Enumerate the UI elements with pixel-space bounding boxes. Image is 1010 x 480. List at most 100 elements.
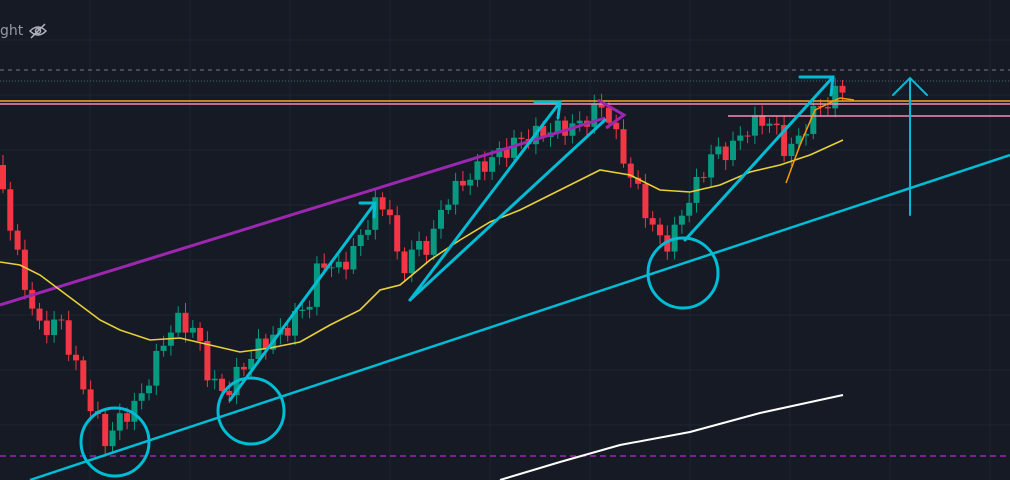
candle-body (211, 378, 218, 381)
candle-body (29, 289, 36, 309)
candle-body (737, 135, 744, 141)
candle-body (722, 146, 729, 161)
candle-body (824, 106, 831, 109)
candle-body (751, 115, 758, 136)
candle-body (664, 235, 671, 252)
candle-body (153, 350, 160, 386)
candle-body (620, 129, 627, 164)
arrow (408, 100, 562, 302)
candle-body (416, 240, 423, 250)
hide-icon[interactable] (28, 23, 48, 39)
candle-body (627, 163, 634, 178)
candle-body (591, 103, 598, 127)
candle-body (80, 360, 87, 390)
candle-body (43, 320, 50, 336)
candle-body (87, 389, 94, 412)
candle-body (401, 251, 408, 274)
candle-body (518, 137, 525, 140)
arrows (228, 75, 928, 402)
candle-body (124, 413, 131, 422)
candle-body (730, 140, 736, 161)
candle-body (686, 202, 693, 216)
candle-body (496, 148, 503, 158)
candle-body (204, 340, 211, 381)
candle-body (102, 413, 109, 447)
arrow (228, 201, 377, 402)
candle-body (131, 400, 138, 422)
candle-body (759, 115, 766, 126)
moving-average (0, 139, 844, 353)
legend-label: ght (0, 23, 24, 39)
candle-body (226, 390, 233, 396)
candle-body (489, 157, 496, 172)
candle-body (14, 230, 21, 250)
candle-body (284, 327, 291, 336)
candle-body (613, 122, 620, 130)
orange-curve (785, 97, 855, 184)
candle-body (116, 413, 123, 431)
candle-body (605, 107, 612, 123)
candle-body (365, 229, 371, 235)
candle-body (576, 120, 583, 124)
candle-body (408, 249, 415, 274)
candle-body (394, 215, 401, 252)
candle-body (357, 234, 364, 247)
candle-body (474, 161, 481, 180)
candle-body (73, 354, 79, 361)
candle-body (343, 261, 350, 270)
long-moving-average (499, 394, 844, 480)
candle-body (313, 263, 320, 307)
candle-body (540, 125, 547, 138)
candle-body (503, 148, 510, 158)
highlight-circle (216, 376, 286, 446)
candle-body (452, 180, 459, 205)
candle-body (160, 345, 167, 351)
candle-body (219, 378, 225, 391)
candle-body (700, 176, 707, 178)
arrow (892, 76, 928, 216)
candle-body (598, 103, 605, 108)
candle-body (0, 165, 6, 190)
candle-body (657, 224, 663, 236)
candle-body (642, 183, 649, 219)
candle-body (715, 146, 722, 155)
candle-body (146, 385, 152, 394)
candle-body (788, 143, 795, 157)
candle-body (189, 327, 196, 333)
candle-body (511, 137, 517, 158)
candle-body (649, 218, 656, 225)
purple-trendline (0, 116, 606, 307)
arrow (408, 118, 607, 302)
candle-body (138, 393, 145, 401)
candle-body (350, 246, 357, 270)
arrow (683, 75, 835, 242)
candle-body (803, 133, 809, 136)
candle-body (817, 105, 824, 107)
candle-body (781, 125, 788, 157)
candle-body (292, 310, 298, 336)
candle-body (832, 85, 839, 109)
candle-body (773, 123, 780, 126)
purple-arrowhead (597, 98, 627, 130)
candle-body (795, 135, 802, 144)
candle-body (635, 177, 642, 184)
candle-body (708, 154, 715, 178)
candle-body (445, 204, 452, 210)
candle-body (766, 123, 773, 126)
candle-body (554, 120, 561, 133)
candle-body (839, 85, 846, 93)
candle-body (321, 263, 328, 268)
candle-body (36, 308, 43, 321)
candle-body (386, 209, 393, 216)
candle-body (58, 319, 65, 321)
candle-body (7, 189, 14, 231)
highlight-circle (79, 406, 151, 478)
candle-body (678, 215, 685, 225)
candle-body (744, 135, 751, 137)
candle-body (175, 312, 182, 333)
candle-body (810, 105, 817, 134)
candle-body (248, 358, 255, 370)
